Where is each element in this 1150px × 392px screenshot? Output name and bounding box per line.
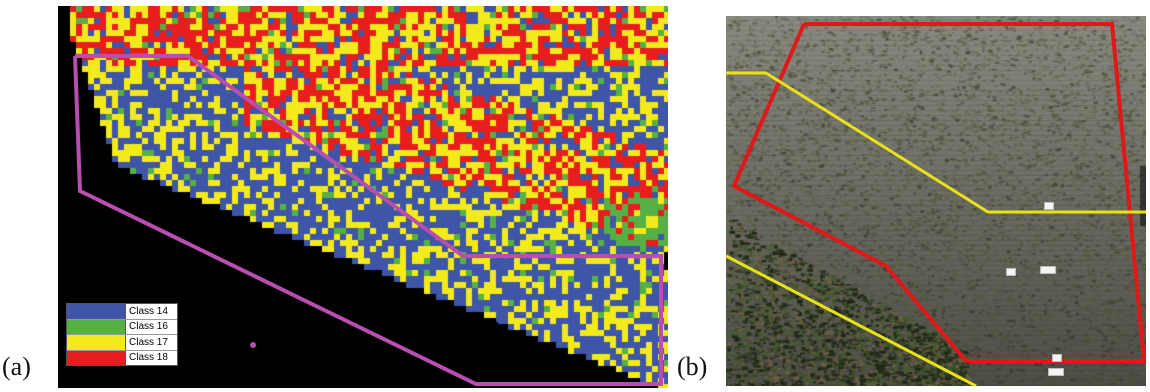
legend-item-class-16: Class 16 — [67, 319, 177, 335]
target-marker — [1052, 354, 1062, 362]
photo-outline-overlay — [726, 22, 1146, 386]
panel-a-label: (a) — [2, 352, 31, 381]
panel-b-label: (b) — [677, 352, 708, 381]
red-region-outline — [731, 22, 1146, 363]
legend-label-class-14: Class 14 — [129, 305, 168, 317]
purple-region-outline — [73, 54, 663, 386]
legend-item-class-17: Class 17 — [67, 335, 177, 351]
target-marker — [1048, 368, 1064, 376]
legend-swatch-class-18 — [67, 350, 126, 365]
region-outline-overlay — [73, 54, 663, 386]
yellow-region-outline — [726, 71, 1146, 214]
legend-label-class-17: Class 17 — [129, 336, 168, 348]
target-marker — [1044, 202, 1054, 210]
legend-label-class-16: Class 16 — [129, 321, 168, 333]
legend-item-class-18: Class 18 — [67, 350, 177, 365]
target-marker — [1006, 268, 1016, 276]
legend-label-class-18: Class 18 — [129, 352, 168, 364]
yellow-region-outline-lower — [726, 254, 977, 386]
legend-swatch-class-14 — [67, 304, 126, 319]
target-marker — [1040, 266, 1056, 274]
legend-item-class-14: Class 14 — [67, 304, 177, 320]
class-legend: Class 14 Class 16 Class 17 Class 18 — [66, 303, 178, 366]
legend-swatch-class-16 — [67, 319, 126, 334]
purple-point-marker — [250, 342, 256, 348]
legend-swatch-class-17 — [67, 335, 126, 350]
wall-photo-panel — [726, 16, 1146, 386]
classification-map-panel: Class 14 Class 16 Class 17 Class 18 — [58, 6, 668, 388]
